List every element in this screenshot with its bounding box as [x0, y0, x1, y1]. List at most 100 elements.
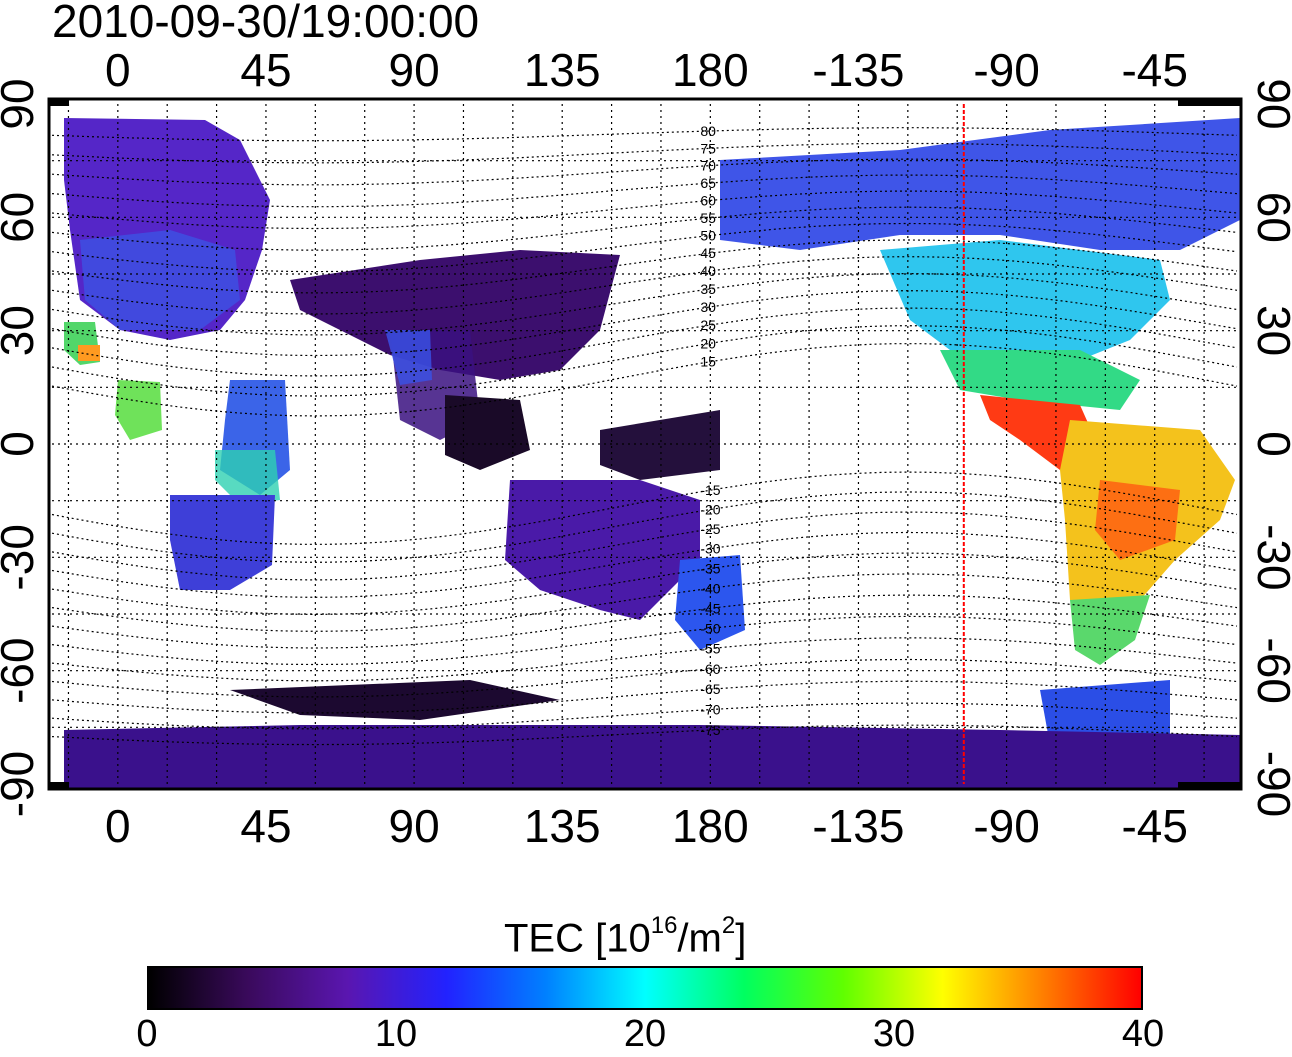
tec-region-north-america-north: [720, 118, 1240, 250]
contour-label: 40: [700, 263, 716, 279]
colorbar: [147, 966, 1143, 1010]
contour-label: -70: [700, 702, 720, 718]
latitude-ticks-right: 90 60 30 0 -30 -60 -90: [1248, 78, 1292, 817]
lat-tick-label-right: -90: [1248, 751, 1292, 817]
tec-region-europe-south: [80, 230, 240, 330]
magnetic-latitude-contours: [51, 127, 1238, 746]
tec-region-pacific-dark: [600, 410, 720, 480]
lon-tick-label-bottom: 45: [240, 800, 291, 852]
tec-region-west-africa: [115, 380, 162, 440]
longitude-ticks-bottom: 0 45 90 135 180 -135 -90 -45: [105, 800, 1188, 852]
contour-line: [51, 471, 1238, 545]
colorbar-title: TEC [1016/m2]: [504, 906, 746, 962]
colorbar-tick-label: 40: [1121, 1013, 1165, 1055]
contour-label: 70: [700, 158, 716, 174]
contour-label: 25: [700, 317, 716, 333]
contour-label: 15: [700, 354, 716, 370]
contour-label: -25: [700, 521, 720, 537]
lon-tick-label-bottom: -45: [1121, 800, 1187, 852]
contour-label: -55: [700, 641, 720, 657]
contour-label: -35: [700, 560, 720, 576]
contour-label: -50: [700, 620, 720, 636]
longitude-ticks-top: 0 45 90 135 180 -135 -90 -45: [105, 44, 1188, 96]
colorbar-title-exponent: 16: [650, 912, 678, 939]
tec-region-south-america-south: [1070, 595, 1150, 665]
lat-tick-label-left: 90: [0, 78, 43, 129]
lon-tick-label-top: -135: [812, 44, 904, 96]
tec-region-australia: [505, 480, 700, 620]
tec-region-indonesia: [445, 395, 530, 470]
tec-region-asia: [290, 250, 620, 380]
tec-data-layer: [64, 118, 1241, 789]
contour-line: [51, 239, 1238, 294]
contour-label: 65: [700, 175, 716, 191]
contour-label: -40: [700, 580, 720, 596]
lon-tick-label-bottom: 135: [524, 800, 601, 852]
colorbar-tick-label: 10: [374, 1013, 418, 1055]
contour-line: [51, 222, 1238, 273]
lat-tick-label-left: 0: [0, 431, 43, 457]
contour-line: [51, 272, 1238, 336]
map-border: [47, 97, 1243, 791]
latitude-ticks-left: 90 60 30 0 -30 -60 -90: [0, 78, 43, 817]
contour-label: 35: [700, 281, 716, 297]
colorbar-title-bracket: ]: [735, 916, 747, 961]
tec-region-antarctica-dark: [230, 680, 560, 720]
lon-tick-label-bottom: -90: [973, 800, 1039, 852]
lon-tick-label-bottom: 90: [388, 800, 439, 852]
contour-line: [51, 531, 1238, 598]
tec-region-antarctica: [64, 725, 1241, 789]
lat-tick-label-right: 30: [1248, 305, 1292, 356]
colorbar-title-unit-exponent: 2: [721, 912, 736, 939]
lon-tick-label-top: -90: [973, 44, 1039, 96]
contour-line: [51, 594, 1238, 649]
contour-line: [51, 290, 1238, 357]
tec-region-iberia-hot: [78, 345, 100, 361]
contour-label: 20: [700, 335, 716, 351]
contour-label: 80: [700, 123, 716, 139]
tec-region-south-asia-blue: [385, 330, 432, 385]
lat-tick-label-left: -30: [0, 524, 43, 590]
lon-tick-label-top: 0: [105, 44, 131, 96]
contour-label: -75: [700, 722, 720, 738]
lon-tick-label-bottom: -135: [812, 800, 904, 852]
tec-region-africa-green: [215, 450, 280, 505]
lon-tick-label-top: 135: [524, 44, 601, 96]
lat-tick-label-right: -60: [1248, 637, 1292, 703]
lon-tick-label-bottom: 0: [105, 800, 131, 852]
contour-line: [51, 552, 1238, 616]
contour-label: 30: [700, 299, 716, 315]
colorbar-title-unit: /m: [677, 916, 722, 961]
lat-tick-label-left: 30: [0, 305, 43, 356]
lon-tick-label-bottom: 180: [672, 800, 749, 852]
contour-label: -65: [700, 681, 720, 697]
contour-line: [51, 343, 1238, 417]
contour-label: -60: [700, 661, 720, 677]
contour-line: [51, 256, 1238, 315]
lat-tick-label-left: -60: [0, 637, 43, 703]
contour-label: 55: [700, 210, 716, 226]
contour-label: 60: [700, 192, 716, 208]
tec-region-gulf: [940, 350, 1140, 410]
contour-line: [51, 206, 1238, 251]
lon-tick-label-top: 180: [672, 44, 749, 96]
contour-label: -20: [700, 502, 720, 518]
colorbar-tick-label: 20: [623, 1013, 667, 1055]
colorbar-tick-label: 0: [136, 1013, 158, 1055]
lat-tick-label-right: 60: [1248, 192, 1292, 243]
contour-label: -30: [700, 541, 720, 557]
contour-line: [51, 637, 1238, 682]
tec-region-north-america: [880, 240, 1170, 370]
contour-label: 75: [700, 140, 716, 156]
map-timestamp-title: 2010-09-30/19:00:00: [52, 0, 480, 47]
tec-region-southern-africa: [170, 495, 275, 590]
lat-tick-label-left: -90: [0, 751, 43, 817]
contour-label: -15: [700, 482, 720, 498]
contour-line: [51, 615, 1238, 666]
colorbar-title-text: TEC [10: [504, 916, 651, 961]
contour-line: [51, 573, 1238, 632]
lon-tick-label-top: 45: [240, 44, 291, 96]
contour-label: -45: [700, 600, 720, 616]
